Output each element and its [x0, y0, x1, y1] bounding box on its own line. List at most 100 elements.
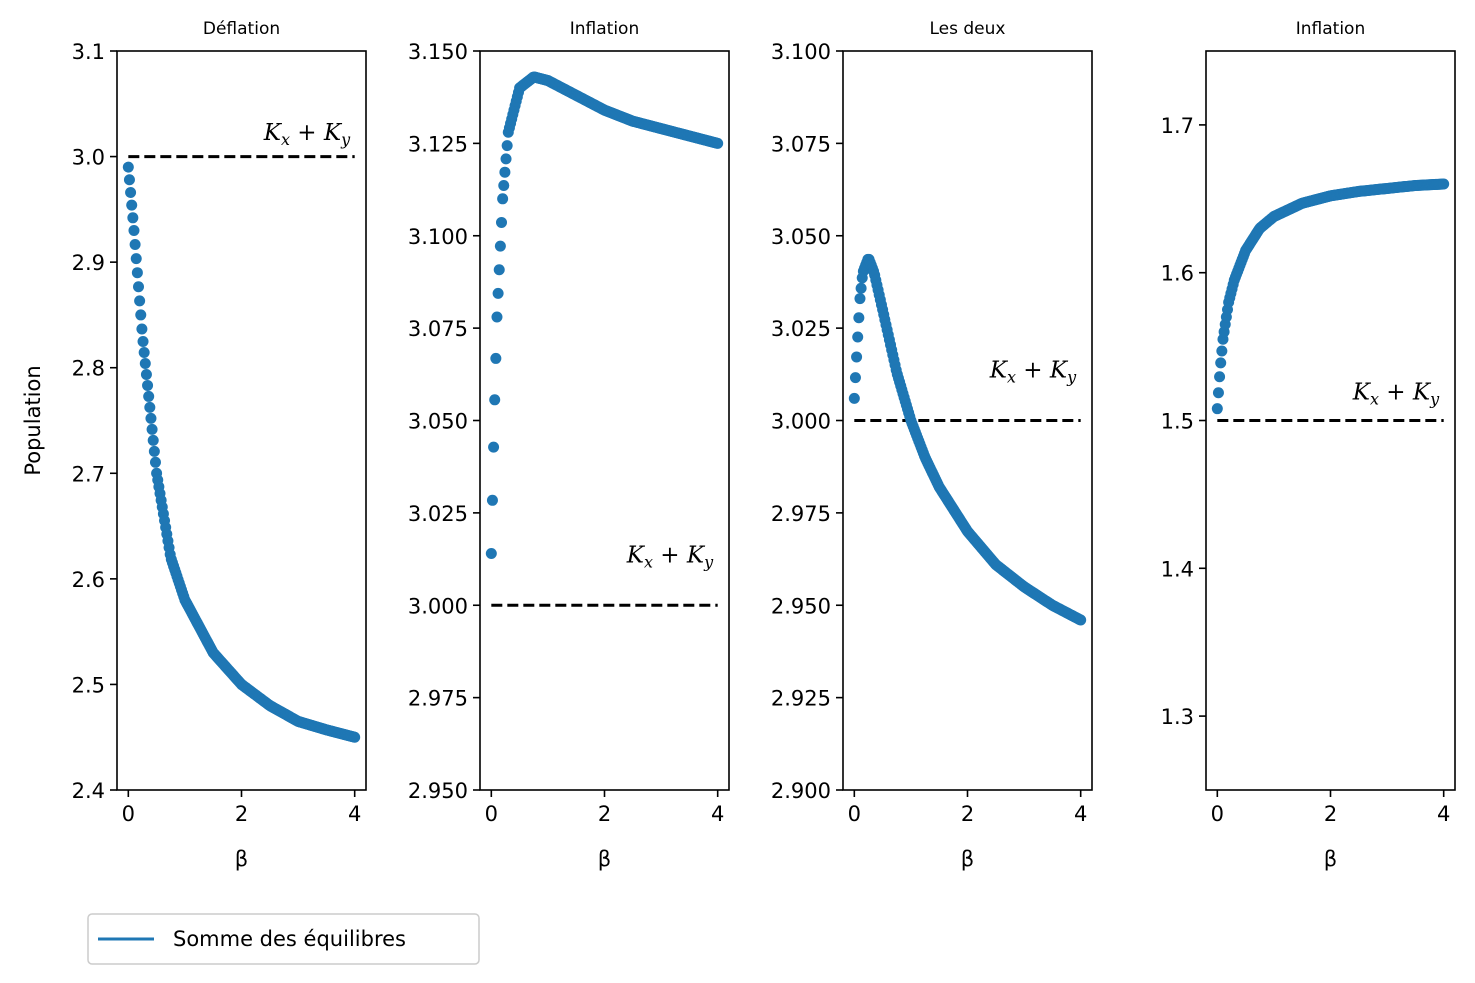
y-tick-label: 3.100 — [408, 225, 468, 249]
y-tick-label: 3.150 — [408, 40, 468, 64]
x-tick-label: 2 — [1324, 802, 1337, 826]
data-point — [1075, 614, 1087, 626]
data-point — [129, 239, 141, 251]
data-point — [128, 224, 140, 236]
panel-3: Les deux Kx + Ky 0 2 4 2.900 2.925 2.950 2.975 3.… — [771, 19, 1093, 871]
x-tick-label: 2 — [235, 802, 248, 826]
data-point — [349, 731, 361, 743]
legend: Somme des équilibres — [87, 913, 480, 965]
data-point — [1212, 387, 1224, 399]
data-point — [491, 311, 503, 323]
data-point — [486, 494, 498, 506]
data-point — [148, 445, 160, 457]
x-tick-label: 0 — [1211, 802, 1224, 826]
data-point — [122, 161, 134, 173]
y-axis-label: Population — [21, 365, 45, 475]
x-tick-label: 2 — [598, 802, 611, 826]
data-point — [131, 267, 143, 279]
data-point — [140, 368, 152, 380]
panel-title: Inflation — [570, 19, 639, 39]
legend-frame — [87, 913, 480, 965]
y-tick-label: 3.025 — [771, 317, 831, 341]
reference-label: Kx + Ky — [1352, 380, 1440, 409]
data-point — [493, 264, 505, 276]
x-axis-label: β — [598, 847, 611, 871]
y-tick-label: 2.4 — [72, 779, 105, 803]
data-point — [147, 434, 159, 446]
x-axis-label: β — [961, 847, 974, 871]
y-tick-label: 3.000 — [771, 410, 831, 434]
x-tick-label: 0 — [122, 802, 135, 826]
y-tick-label: 2.5 — [72, 673, 105, 697]
panel-title: Inflation — [1296, 19, 1365, 39]
y-tick-label: 1.6 — [1161, 262, 1194, 286]
data-point — [1215, 357, 1227, 369]
data-point — [1214, 371, 1226, 383]
data-point — [500, 153, 512, 165]
y-tick-label: 1.5 — [1161, 410, 1194, 434]
x-tick-label: 4 — [711, 802, 724, 826]
data-point — [136, 323, 148, 335]
data-point — [137, 336, 149, 348]
y-tick-label: 2.925 — [771, 687, 831, 711]
data-point — [855, 282, 867, 294]
data-point — [492, 287, 504, 299]
data-point — [134, 295, 146, 307]
reference-label: Kx + Ky — [263, 120, 351, 149]
data-point — [848, 392, 860, 404]
axes-frame — [479, 50, 730, 791]
data-point — [146, 423, 158, 435]
data-point — [130, 253, 142, 265]
data-point — [853, 312, 865, 324]
reference-label: Kx + Ky — [626, 542, 714, 571]
y-tick-label: 3.050 — [408, 410, 468, 434]
data-point — [498, 179, 510, 191]
y-tick-label: 3.050 — [771, 225, 831, 249]
data-point — [1438, 178, 1450, 190]
panel-2: Inflation Kx + Ky 0 2 4 2.950 2.975 3.000 3.025 3… — [408, 19, 730, 871]
x-tick-label: 4 — [348, 802, 361, 826]
data-point — [851, 351, 863, 363]
data-point — [135, 309, 147, 321]
data-point — [488, 441, 500, 453]
data-point — [497, 193, 509, 205]
data-point — [149, 456, 161, 468]
y-tick-label: 3.0 — [72, 146, 105, 170]
y-tick-label: 2.950 — [408, 779, 468, 803]
data-point — [1211, 403, 1223, 415]
y-tick-label: 2.9 — [72, 251, 105, 275]
y-tick-label: 3.125 — [408, 132, 468, 156]
y-tick-label: 2.975 — [771, 502, 831, 526]
data-point — [501, 140, 513, 152]
reference-label: Kx + Ky — [989, 358, 1077, 387]
x-tick-label: 0 — [848, 802, 861, 826]
y-tick-label: 2.6 — [72, 568, 105, 592]
data-point — [496, 216, 508, 228]
y-tick-label: 2.975 — [408, 687, 468, 711]
x-tick-label: 4 — [1437, 802, 1450, 826]
data-point — [127, 212, 139, 224]
data-point — [849, 372, 861, 384]
y-tick-label: 1.3 — [1161, 705, 1194, 729]
data-point — [1216, 345, 1228, 357]
y-tick-label: 2.8 — [72, 357, 105, 381]
y-tick-label: 3.075 — [408, 317, 468, 341]
y-tick-label: 1.4 — [1161, 557, 1194, 581]
data-point — [144, 401, 156, 413]
data-point — [143, 390, 155, 402]
y-tick-label: 2.900 — [771, 779, 831, 803]
panel-title: Déflation — [203, 19, 280, 39]
x-tick-label: 4 — [1074, 802, 1087, 826]
y-tick-label: 3.025 — [408, 502, 468, 526]
data-point — [126, 199, 138, 211]
data-point — [494, 240, 506, 252]
x-tick-label: 0 — [485, 802, 498, 826]
data-point — [145, 412, 157, 424]
data-point — [123, 174, 135, 186]
y-tick-label: 3.100 — [771, 40, 831, 64]
legend-label: Somme des équilibres — [173, 927, 406, 951]
data-point — [490, 352, 502, 364]
data-point — [125, 186, 137, 198]
x-axis-label: β — [1324, 847, 1337, 871]
